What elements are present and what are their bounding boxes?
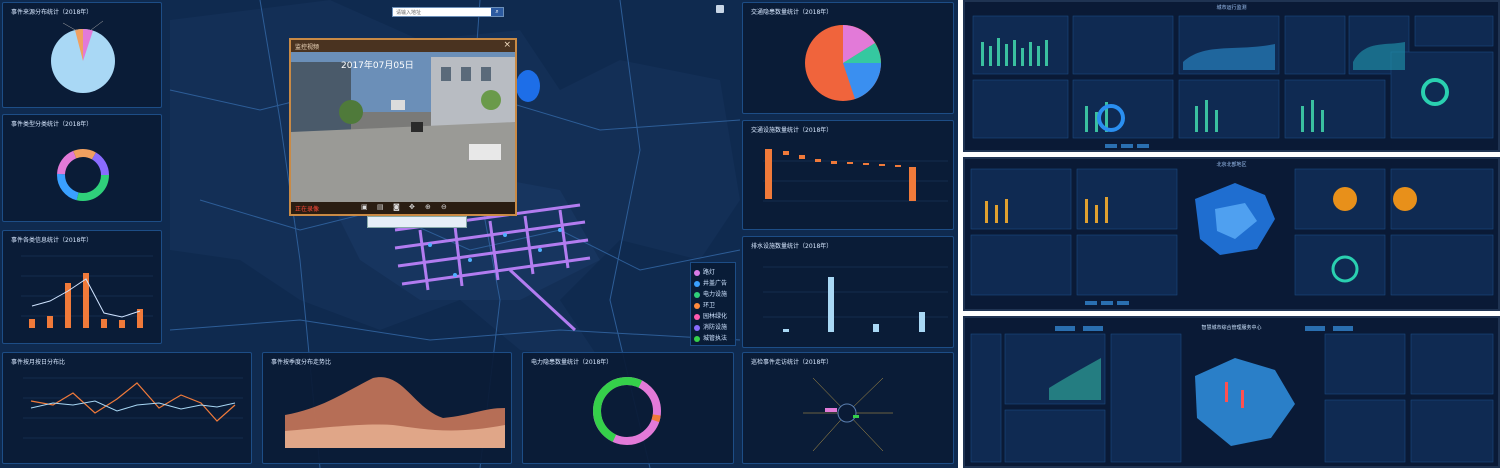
legend-item[interactable]: 消防设施 [694,322,732,333]
video-popup[interactable]: 监控视频 × 2017年07月05日 正在录像 ▣ ▤ ◙ ✥ ⊕ ⊖ [289,38,517,216]
close-icon[interactable]: × [503,40,511,50]
video-toolbar: 正在录像 ▣ ▤ ◙ ✥ ⊕ ⊖ [291,202,515,214]
camera-icon[interactable]: ◙ [393,203,400,211]
record-label: 正在录像 [295,206,320,213]
info-bar-chart [21,255,153,328]
legend-item[interactable]: 路灯 [694,267,732,278]
panel-title: 交通设施数量统计（2018年） [751,127,833,134]
map-search-box[interactable]: 请输入地址 ⌕ [392,7,504,17]
thumbnail-3-graphics [970,326,1494,463]
thumbnail-1-graphics [972,15,1494,148]
thumbnail-title: 北京北部地区 [1216,162,1247,168]
panel-power: 电力隐患数量统计（2018年） [522,352,734,464]
grid-icon[interactable]: ▤ [377,203,384,211]
thumbnail-title: 城市运行监测 [1216,5,1247,11]
panel-drainage: 排水设施数量统计（2018年） [742,236,954,348]
panel-title: 事件各类信息统计（2018年） [11,237,93,244]
type-donut-chart [57,149,109,201]
zoom-in-icon[interactable]: ⊕ [425,203,431,211]
panel-event-type: 事件类型分类统计（2018年） [2,114,162,222]
panel-title: 事件来源分布统计（2018年） [11,9,93,16]
panel-quarterly: 事件按季度分布走势比 [262,352,512,464]
patrol-radial-chart [803,377,893,452]
move-icon[interactable]: ✥ [409,203,415,211]
panel-patrol: 巡检事件走访统计（2018年） [742,352,954,464]
video-timestamp: 2017年07月05日 [341,59,414,71]
panel-title: 排水设施数量统计（2018年） [751,243,833,250]
facility-bar-chart [763,149,948,202]
panel-title: 巡检事件走访统计（2018年） [751,359,833,366]
thumbnail-dashboard-2[interactable]: 北京北部地区 [963,157,1500,311]
search-input[interactable]: 请输入地址 [396,10,422,16]
legend-item[interactable]: 井盖广告 [694,278,732,289]
panel-title: 交通隐患数量统计（2018年） [751,9,833,16]
legend-item[interactable]: 环卫 [694,300,732,311]
fullscreen-icon[interactable] [716,5,724,13]
drainage-bar-chart [763,266,948,332]
panel-title: 事件按季度分布走势比 [271,359,332,366]
thumbnail-dashboard-1[interactable]: 城市运行监测 [963,0,1500,152]
quarterly-area-chart [285,377,505,448]
zoom-out-icon[interactable]: ⊖ [441,203,447,211]
map-popup-tooltip[interactable] [367,216,467,228]
panel-traffic-facility: 交通设施数量统计（2018年） [742,120,954,230]
panel-monthly: 事件按月按日分布比 [2,352,252,464]
snapshot-icon[interactable]: ▣ [361,203,368,211]
thumbnail-2-graphics [970,168,1494,305]
main-dashboard: 请输入地址 ⌕ 事件来源分布统计（2018年） 事件类型分类统计（2018年） … [0,0,958,468]
video-titlebar[interactable]: 监控视频 × [291,40,515,52]
thumbnail-title: 智慧城市综合管理服务中心 [1201,325,1262,331]
map-legend: 路灯 井盖广告 电力设施 环卫 园林绿化 消防设施 城管执法 [690,262,736,346]
panel-event-info: 事件各类信息统计（2018年） [2,230,162,344]
search-icon[interactable]: ⌕ [491,8,503,16]
panel-event-source: 事件来源分布统计（2018年） [2,2,162,108]
power-ring-chart [593,377,661,445]
thumbnail-dashboard-3[interactable]: 智慧城市综合管理服务中心 [963,316,1500,468]
legend-item[interactable]: 园林绿化 [694,311,732,322]
traffic-pie-chart [805,25,881,101]
video-title: 监控视频 [295,44,320,51]
panel-traffic-risk: 交通隐患数量统计（2018年） [742,2,954,114]
panel-title: 电力隐患数量统计（2018年） [531,359,613,366]
video-frame: 2017年07月05日 [291,52,515,202]
source-pie-chart [51,20,115,93]
panel-title: 事件按月按日分布比 [11,359,66,366]
legend-item[interactable]: 城管执法 [694,333,732,344]
legend-item[interactable]: 电力设施 [694,289,732,300]
monthly-line-chart [23,377,243,439]
panel-title: 事件类型分类统计（2018年） [11,121,93,128]
